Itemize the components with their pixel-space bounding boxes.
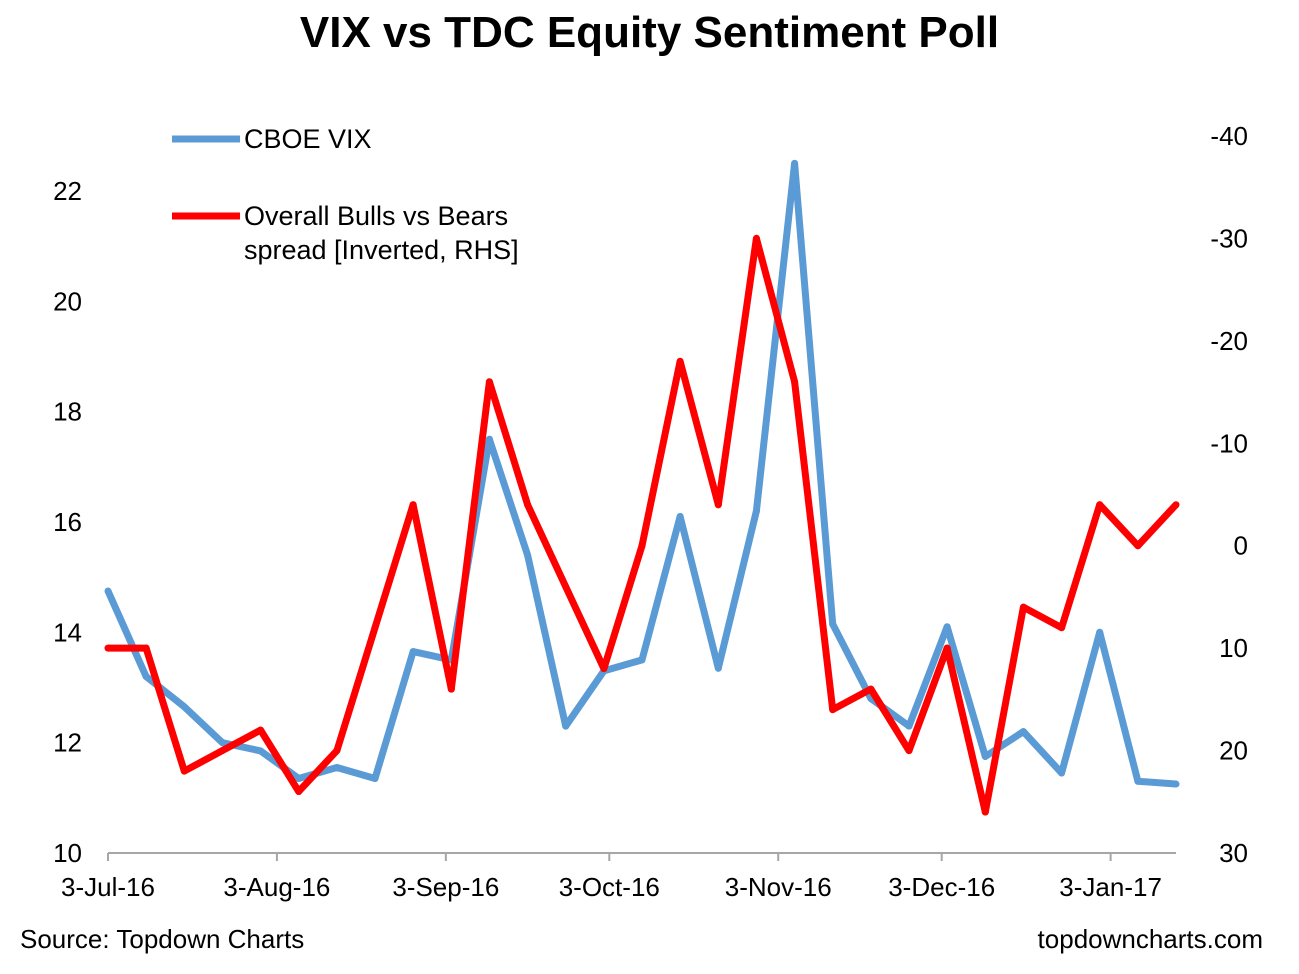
website-label: topdowncharts.com xyxy=(1037,924,1263,954)
bulls-bears-data-point xyxy=(752,234,760,242)
bulls-bears-data-point xyxy=(218,747,226,755)
y-left-tick-label: 14 xyxy=(53,617,82,647)
bulls-bears-data-point xyxy=(791,378,799,386)
vix-data-point xyxy=(638,656,646,664)
vix-data-point xyxy=(333,763,341,771)
bulls-bears-series-line xyxy=(108,234,1179,816)
y-right-tick-label: -20 xyxy=(1210,326,1248,356)
bulls-bears-data-point xyxy=(295,788,303,796)
y-right-tick-label: 0 xyxy=(1234,531,1248,561)
y-right-tick-label: 30 xyxy=(1219,838,1248,868)
bulls-bears-data-point xyxy=(524,501,532,509)
vix-data-point xyxy=(257,747,265,755)
vix-data-point xyxy=(714,664,722,672)
bulls-bears-data-point xyxy=(1019,603,1027,611)
y-left-tick-label: 16 xyxy=(53,507,82,537)
bulls-bears-data-point xyxy=(638,542,646,550)
bulls-bears-data-point xyxy=(1172,501,1180,509)
vix-data-point xyxy=(1019,728,1027,736)
legend: CBOE VIX Overall Bulls vs Bears spread [In… xyxy=(172,124,519,265)
legend-label-bulls-bears: spread [Inverted, RHS] xyxy=(244,235,519,265)
vix-data-point xyxy=(943,623,951,631)
y-left-tick-label: 22 xyxy=(53,176,82,206)
bulls-bears-data-point xyxy=(447,685,455,693)
vix-data-point xyxy=(524,551,532,559)
bulls-bears-data-point xyxy=(257,726,265,734)
bulls-bears-data-point xyxy=(180,767,188,775)
x-tick-label: 3-Nov-16 xyxy=(725,872,832,902)
vix-data-point xyxy=(905,722,913,730)
series-layer xyxy=(104,159,1180,816)
x-tick-label: 3-Jan-17 xyxy=(1059,872,1162,902)
bulls-bears-data-point xyxy=(829,706,837,714)
vix-data-point xyxy=(1058,769,1066,777)
vix-data-point xyxy=(791,159,799,167)
bulls-bears-data-point xyxy=(371,624,379,632)
y-left-tick-label: 20 xyxy=(53,286,82,316)
vix-data-point xyxy=(104,587,112,595)
y-right-tick-label: 10 xyxy=(1219,633,1248,663)
vix-data-point xyxy=(1172,780,1180,788)
x-tick-label: 3-Oct-16 xyxy=(559,872,660,902)
bulls-bears-data-point xyxy=(1134,542,1142,550)
bulls-bears-data-point xyxy=(600,665,608,673)
x-tick-label: 3-Aug-16 xyxy=(223,872,330,902)
bulls-bears-data-point xyxy=(867,685,875,693)
y-right-tick-label: -10 xyxy=(1210,428,1248,458)
chart-title: VIX vs TDC Equity Sentiment Poll xyxy=(299,8,1000,57)
bulls-bears-data-point xyxy=(142,644,150,652)
source-note: Source: Topdown Charts xyxy=(20,924,305,954)
vix-data-point xyxy=(485,435,493,443)
vix-data-point xyxy=(218,739,226,747)
y-left-tick-label: 10 xyxy=(53,838,82,868)
y-right-tick-label: -30 xyxy=(1210,223,1248,253)
vix-data-point xyxy=(562,722,570,730)
bulls-bears-data-point xyxy=(104,644,112,652)
x-tick-label: 3-Dec-16 xyxy=(888,872,995,902)
bulls-bears-data-point xyxy=(905,747,913,755)
vix-data-point xyxy=(676,512,684,520)
vix-data-point xyxy=(1134,777,1142,785)
vix-data-point xyxy=(1096,628,1104,636)
vix-data-point xyxy=(829,620,837,628)
y-right-tick-label: -40 xyxy=(1210,121,1248,151)
vix-data-point xyxy=(142,672,150,680)
y-right-tick-label: 20 xyxy=(1219,736,1248,766)
y-left-tick-label: 18 xyxy=(53,397,82,427)
vix-data-point xyxy=(981,752,989,760)
x-tick-label: 3-Jul-16 xyxy=(61,872,155,902)
vix-data-point xyxy=(295,775,303,783)
axes: 3-Jul-16 3-Aug-16 3-Sep-16 3-Oct-16 3-Nov-16… xyxy=(53,121,1248,902)
bulls-bears-data-point xyxy=(943,644,951,652)
bulls-bears-data-point xyxy=(1058,624,1066,632)
bulls-bears-data-point xyxy=(409,501,417,509)
bulls-bears-data-point xyxy=(981,808,989,816)
bulls-bears-data-point xyxy=(676,357,684,365)
vix-data-point xyxy=(371,775,379,783)
bulls-bears-data-point xyxy=(485,378,493,386)
legend-label-bulls-bears: Overall Bulls vs Bears xyxy=(244,201,508,231)
bulls-bears-data-point xyxy=(333,747,341,755)
bulls-bears-data-point xyxy=(714,501,722,509)
vix-data-point xyxy=(409,648,417,656)
y-left-tick-label: 12 xyxy=(53,728,82,758)
bulls-bears-data-point xyxy=(1096,501,1104,509)
vix-data-point xyxy=(180,703,188,711)
x-tick-label: 3-Sep-16 xyxy=(392,872,499,902)
vix-data-point xyxy=(752,507,760,515)
bulls-bears-data-point xyxy=(562,583,570,591)
legend-label-vix: CBOE VIX xyxy=(244,124,372,154)
